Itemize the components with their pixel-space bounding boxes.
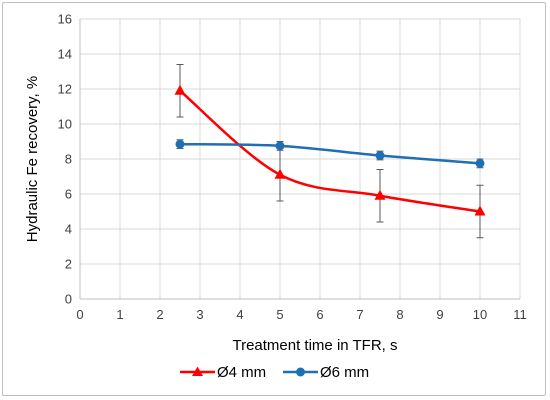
data-point	[475, 158, 485, 168]
axes	[79, 19, 520, 300]
x-tick-label: 5	[276, 307, 283, 322]
legend-entry-d6: Ø6 mm	[283, 364, 369, 381]
chart-frame	[2, 2, 546, 396]
data-point	[175, 139, 185, 149]
legend-label-d6: Ø6 mm	[320, 364, 369, 381]
data-point	[374, 189, 386, 200]
series-2	[175, 139, 485, 169]
y-tick-label: 0	[65, 292, 72, 307]
y-tick-label: 10	[58, 117, 72, 132]
x-tick-label: 3	[196, 307, 203, 322]
x-tick-label: 6	[316, 307, 323, 322]
data-point	[474, 205, 486, 216]
x-tick-label: 10	[473, 307, 487, 322]
data-point	[275, 141, 285, 151]
x-tick-label: 8	[396, 307, 403, 322]
x-tick-label: 7	[356, 307, 363, 322]
series	[174, 64, 486, 239]
y-tick-label: 16	[58, 12, 72, 27]
grid	[79, 18, 521, 300]
series-line	[179, 142, 481, 165]
x-tick-label: 1	[116, 307, 123, 322]
series-line	[179, 89, 481, 213]
data-point	[274, 168, 286, 179]
y-tick-label: 12	[58, 82, 72, 97]
legend-entry-d4: Ø4 mm	[180, 364, 266, 381]
y-tick-label: 4	[65, 222, 72, 237]
y-tick-label: 2	[65, 257, 72, 272]
x-axis-title: Treatment time in TFR, s	[232, 337, 397, 354]
x-tick-label: 0	[76, 307, 83, 322]
y-tick-label: 6	[65, 187, 72, 202]
y-axis-title: Hydraulic Fe recovery, %	[24, 76, 41, 242]
legend-marker-d4	[192, 366, 203, 376]
legend-marker-d6	[296, 367, 305, 377]
data-point	[375, 151, 385, 160]
x-tick-label: 2	[156, 307, 163, 322]
legend-label-d4: Ø4 mm	[217, 364, 266, 381]
x-tick-label: 4	[236, 307, 243, 322]
series-1	[174, 64, 486, 239]
data-point	[174, 84, 186, 95]
y-tick-label: 14	[58, 47, 72, 62]
x-tick-label: 11	[513, 307, 527, 322]
legend: Ø4 mm Ø6 mm	[180, 364, 369, 381]
x-tick-label: 9	[436, 307, 443, 322]
y-tick-label: 8	[65, 152, 72, 167]
